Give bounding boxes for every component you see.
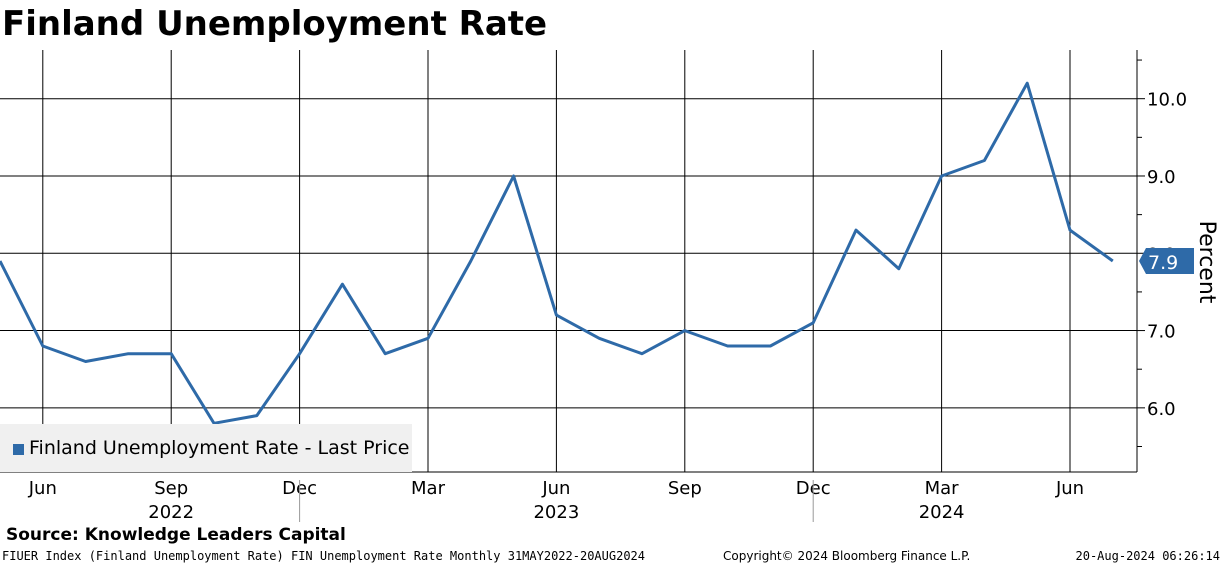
series-line [0,81,1114,425]
x-year-label: 2024 [919,502,965,523]
last-value-badge [1139,248,1194,274]
y-tick-label: 7.0 [1147,322,1176,343]
x-tick-label: Mar [925,478,960,499]
footer-left: FIUER Index (Finland Unemployment Rate) … [2,549,645,563]
chart-title: Finland Unemployment Rate [2,4,548,44]
y-tick-label: 9.0 [1147,167,1176,188]
vertical-gridlines [42,50,1071,472]
x-year-label: 2023 [533,502,579,523]
source-note: Source: Knowledge Leaders Capital [6,525,346,545]
y-tick-label: 6.0 [1147,399,1176,420]
horizontal-gridlines [0,98,1137,409]
y-tick-label: 10.0 [1147,90,1187,111]
legend-swatch [13,444,24,455]
x-tick-label: Mar [411,478,446,499]
x-tick-label: Jun [1055,478,1084,499]
last-value-marker: 7.9 [1139,248,1194,274]
x-tick-label: Jun [541,478,570,499]
legend: Finland Unemployment Rate - Last Price [0,424,412,472]
x-tick-label: Jun [28,478,57,499]
x-tick-label: Sep [668,478,702,499]
footer-copyright: Copyright© 2024 Bloomberg Finance L.P. [723,549,971,563]
legend-label: Finland Unemployment Rate - Last Price [29,437,410,459]
footer-timestamp: 20-Aug-2024 06:26:14 [1075,549,1221,563]
series-group [0,81,1114,425]
y-axis-title: Percent [1194,221,1219,304]
x-year-label: 2022 [148,502,194,523]
last-value-label: 7.9 [1148,252,1178,274]
x-tick-label: Sep [154,478,188,499]
